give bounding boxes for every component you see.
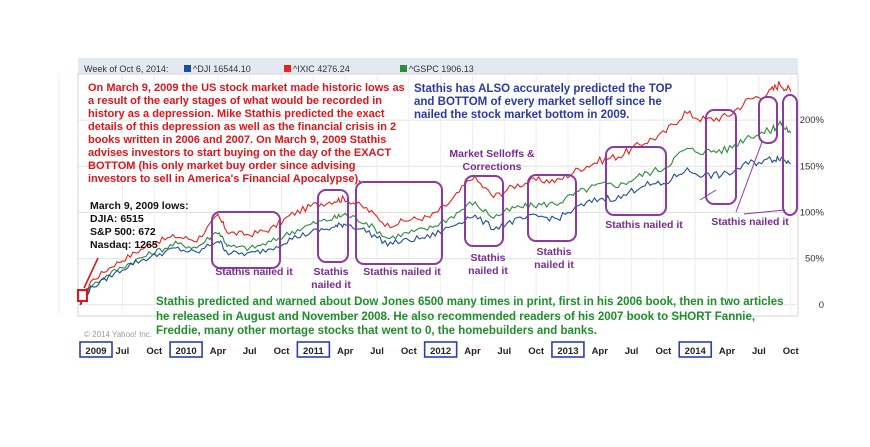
series-line (79, 81, 792, 305)
bottom-marker (77, 289, 88, 302)
legend-swatch (284, 65, 291, 72)
series-lines (79, 81, 792, 306)
nailed-label-2012: Stathis nailed it (468, 252, 508, 277)
x-tick-label: Oct (401, 346, 418, 357)
week-label: Week of Oct 6, 2014: (84, 64, 169, 74)
arrow-nailed (735, 141, 763, 213)
march-lows-block: March 9, 2009 lows: DJIA: 6515 S&P 500: … (90, 200, 210, 252)
year-box (678, 341, 713, 358)
selloff-box (782, 94, 798, 216)
x-tick-label: 2010 (176, 346, 197, 357)
march-lows-sp500: S&P 500: 672 (90, 226, 156, 238)
dow-6500-annotation: Stathis predicted and warned about Dow J… (156, 296, 784, 337)
nailed-label-2011b: Stathis nailed it (363, 266, 441, 278)
selloffs-label: Market Selloffs & Corrections (449, 148, 535, 173)
year-box (423, 341, 458, 358)
x-tick-label: Apr (464, 346, 481, 357)
selloff-box (317, 189, 349, 263)
legend-gspc: ^GSPC 1906.13 (400, 64, 474, 74)
x-tick-label: Jul (116, 346, 130, 357)
nailed-label-2013b: Stathis nailed it (605, 219, 683, 231)
x-tick-label: Apr (719, 346, 736, 357)
y-tick-label: 100% (800, 207, 825, 218)
x-tick-label: Jul (497, 346, 511, 357)
nailed-label-2013a: Stathis nailed it (534, 246, 574, 271)
arrow-nailed (699, 189, 717, 201)
y-tick-label: 0 (819, 300, 824, 311)
copyright: © 2014 Yahoo! Inc. (84, 330, 152, 339)
legend-dji: ^DJI 16544.10 (184, 64, 251, 74)
selloff-box (705, 109, 737, 205)
x-tick-label: 2013 (557, 346, 578, 357)
x-tick-label: Apr (210, 346, 227, 357)
y-tick-label: 150% (800, 161, 825, 172)
intro-annotation: On March 9, 2009 the US stock market mad… (88, 82, 405, 185)
x-tick-label: Jul (370, 346, 384, 357)
legend-ixic: ^IXIC 4276.24 (284, 64, 350, 74)
x-tick-label: 2011 (303, 346, 324, 357)
selloff-box (758, 96, 778, 144)
x-tick-label: Jul (625, 346, 639, 357)
nailed-label-2011a: Stathis nailed it (311, 266, 351, 291)
y-tick-label: 200% (800, 115, 825, 126)
y-tick-label: 50% (805, 254, 825, 265)
nailed-label-2014: Stathis nailed it (711, 216, 789, 228)
series-line (79, 119, 792, 306)
x-tick-label: 2009 (85, 346, 106, 357)
year-box (79, 341, 113, 358)
nailed-label-2010: Stathis nailed it (215, 266, 293, 278)
x-tick-label: Oct (528, 346, 545, 357)
arrows (83, 141, 786, 289)
x-tick-label: Oct (146, 346, 163, 357)
selloff-box (355, 181, 443, 265)
x-tick-label: Apr (337, 346, 354, 357)
x-tick-label: 2012 (430, 346, 451, 357)
selloff-box (211, 211, 281, 269)
arrow-march-lows (83, 257, 99, 289)
march-lows-djia: DJIA: 6515 (90, 213, 144, 225)
x-tick-label: Oct (655, 346, 672, 357)
year-box (551, 341, 585, 358)
selloff-box (605, 146, 667, 216)
march-lows-nasdaq: Nasdaq: 1265 (90, 239, 158, 251)
top-bottom-annotation: Stathis has ALSO accurately predicted th… (414, 83, 672, 121)
x-tick-label: Oct (783, 346, 800, 357)
arrow-nailed (743, 209, 786, 215)
legend-swatch (400, 65, 407, 72)
selloff-box (527, 174, 577, 242)
y-axis-ticks: 0 50% 100% 150% 200% (800, 115, 825, 311)
year-box (296, 341, 331, 358)
grid (58, 74, 796, 314)
series-line (79, 154, 791, 306)
x-axis-ticks: 2009 Jul Oct 2010 Apr Jul Oct 2011 Apr Jul Oct 2012… (79, 341, 800, 358)
x-tick-label: Oct (274, 346, 291, 357)
x-tick-label: Apr (592, 346, 609, 357)
march-lows-title: March 9, 2009 lows: (90, 200, 189, 212)
selloff-box (464, 175, 504, 247)
header-band (78, 58, 798, 74)
legend-swatch (184, 65, 191, 72)
x-tick-label: Jul (243, 346, 257, 357)
x-tick-label: Jul (752, 346, 766, 357)
x-tick-label: 2014 (685, 346, 707, 357)
highlight-boxes (77, 94, 798, 302)
year-box (169, 341, 203, 358)
